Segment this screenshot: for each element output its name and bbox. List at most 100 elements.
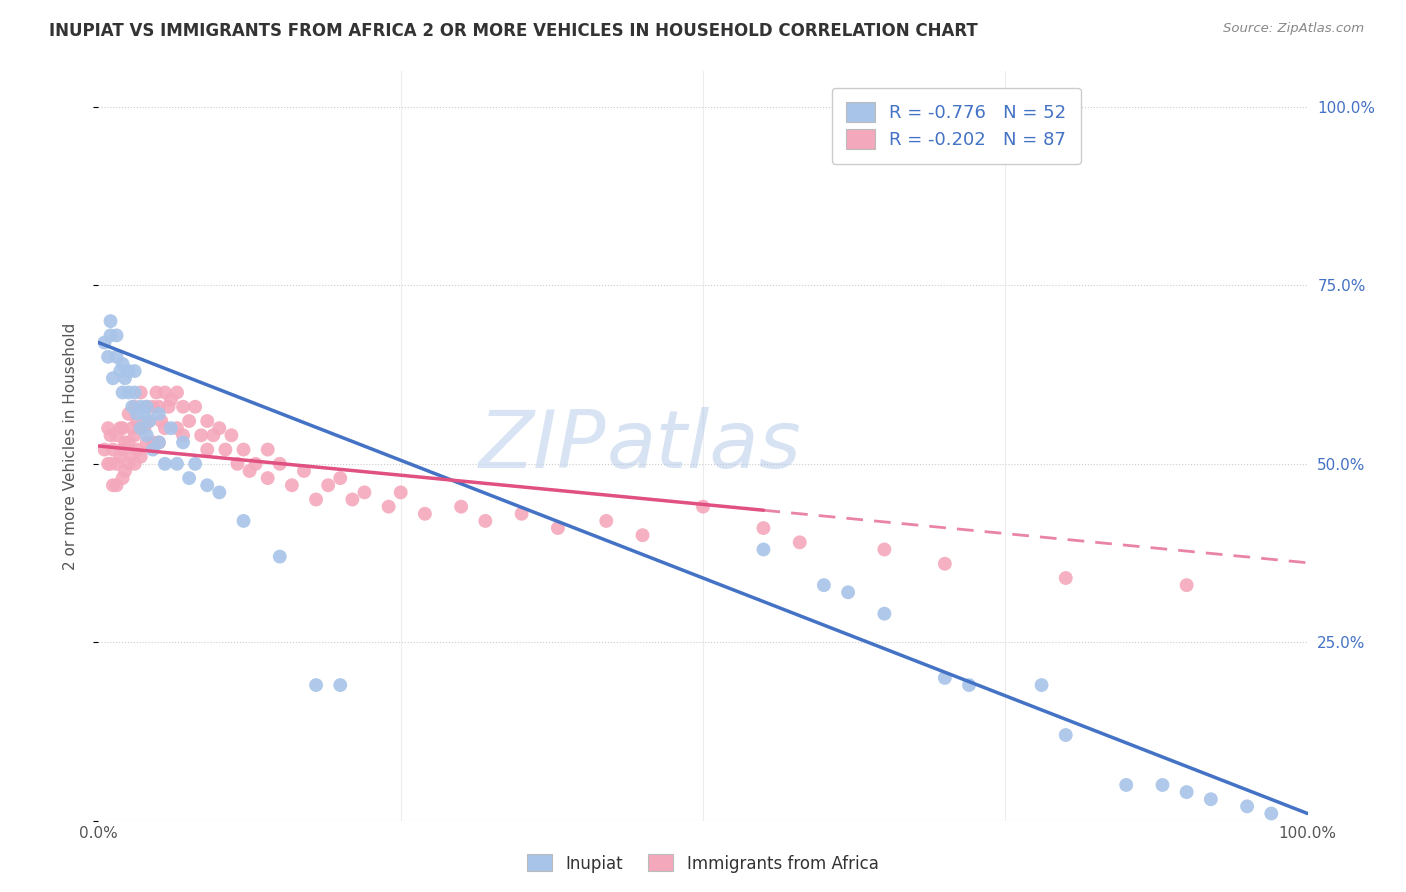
Text: ZIP: ZIP [479,407,606,485]
Point [135,428,157,442]
Point [166,385,188,400]
Point [1175,785,1198,799]
Point [166,421,188,435]
Point [142,400,165,414]
Point [148,435,170,450]
Point [111,442,134,457]
Point [292,464,315,478]
Point [97,457,120,471]
Point [957,678,980,692]
Point [934,671,956,685]
Point [195,414,218,428]
Point [269,549,291,564]
Point [148,435,170,450]
Point [208,421,231,435]
Point [239,464,262,478]
Point [93,335,115,350]
Point [105,328,128,343]
Point [226,457,249,471]
Point [157,400,180,414]
Point [93,442,115,457]
Point [118,364,141,378]
Point [100,428,122,442]
Point [873,607,896,621]
Point [138,414,160,428]
Point [256,471,278,485]
Point [305,492,328,507]
Point [281,478,304,492]
Point [195,478,218,492]
Point [100,457,122,471]
Point [97,421,120,435]
Point [1031,678,1053,692]
Point [127,407,149,421]
Point [129,450,152,464]
Point [124,428,146,442]
Point [305,678,328,692]
Point [148,400,170,414]
Point [342,492,364,507]
Legend: R = -0.776   N = 52, R = -0.202   N = 87: R = -0.776 N = 52, R = -0.202 N = 87 [831,88,1081,164]
Point [184,400,207,414]
Point [101,371,124,385]
Point [153,385,176,400]
Point [413,507,436,521]
Point [190,428,212,442]
Point [353,485,375,500]
Point [195,442,218,457]
Point [1115,778,1137,792]
Text: INUPIAT VS IMMIGRANTS FROM AFRICA 2 OR MORE VEHICLES IN HOUSEHOLD CORRELATION CH: INUPIAT VS IMMIGRANTS FROM AFRICA 2 OR M… [49,22,979,40]
Point [172,400,194,414]
Point [752,521,775,535]
Point [114,435,136,450]
Point [160,421,183,435]
Point [124,385,146,400]
Point [1175,578,1198,592]
Point [329,471,352,485]
Point [1236,799,1258,814]
Text: atlas: atlas [606,407,801,485]
Point [108,364,131,378]
Y-axis label: 2 or more Vehicles in Household: 2 or more Vehicles in Household [63,322,77,570]
Point [269,457,291,471]
Point [121,400,143,414]
Point [118,407,141,421]
Point [108,450,131,464]
Point [145,385,167,400]
Point [208,485,231,500]
Point [150,414,173,428]
Point [166,457,188,471]
Point [595,514,617,528]
Point [138,414,160,428]
Point [118,435,141,450]
Point [97,350,120,364]
Point [129,421,152,435]
Point [105,428,128,442]
Point [692,500,714,514]
Point [631,528,654,542]
Point [389,485,412,500]
Point [118,385,141,400]
Point [214,442,236,457]
Point [101,442,124,457]
Point [377,500,399,514]
Point [100,328,122,343]
Point [121,450,143,464]
Point [1054,571,1077,585]
Point [1260,806,1282,821]
Point [873,542,896,557]
Point [105,478,128,492]
Point [142,442,165,457]
Point [111,385,134,400]
Point [135,435,157,450]
Point [129,400,152,414]
Point [135,400,157,414]
Point [114,371,136,385]
Point [329,678,352,692]
Point [124,364,146,378]
Point [111,421,134,435]
Point [172,435,194,450]
Point [108,421,131,435]
Point [127,414,149,428]
Point [153,421,176,435]
